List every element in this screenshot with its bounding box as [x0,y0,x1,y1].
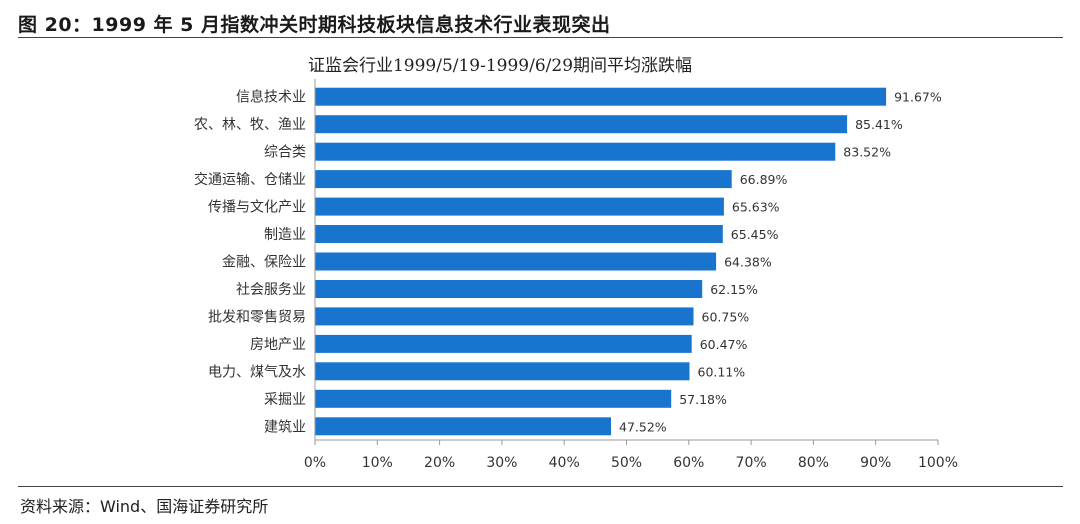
x-tick-label: 30% [486,455,517,471]
bar [315,334,692,353]
x-tick-label: 70% [736,455,767,471]
x-tick-label: 20% [424,455,455,471]
x-axis: 0% 10% 20% 30% 40% 50% 60% 70% 80% 90% 100% [304,79,958,471]
value-labels-group: 91.67% 85.41% 83.52% 66.89% 65.63% 65.45% 64.3… [619,90,942,435]
x-tick-label: 80% [798,455,829,471]
x-tick-label: 10% [362,455,393,471]
header-divider [18,37,1063,38]
bar [315,362,690,381]
bar [315,87,887,106]
figure-title: 图 20：1999 年 5 月指数冲关时期科技板块信息技术行业表现突出 [18,14,611,36]
category-label: 建筑业 [264,419,306,435]
data-label: 65.45% [731,227,779,242]
x-tick-label: 60% [673,455,704,471]
category-label: 传播与文化产业 [208,200,306,216]
data-label: 47.52% [619,419,667,434]
category-label: 电力、煤气及水 [208,364,306,380]
data-label: 60.75% [702,309,750,324]
category-label: 房地产业 [250,337,306,353]
bar [315,417,611,436]
figure-header: 图 20：1999 年 5 月指数冲关时期科技板块信息技术行业表现突出 [18,6,1063,36]
bar [315,307,694,326]
data-label: 64.38% [724,255,772,270]
x-tick-label: 0% [304,455,326,471]
category-label: 批发和零售贸易 [208,309,306,325]
data-label: 57.18% [679,392,727,407]
category-label: 社会服务业 [236,282,306,298]
data-label: 83.52% [843,145,891,160]
data-label: 91.67% [894,90,942,105]
bars-group [315,87,887,436]
category-labels-group: 信息技术业农、林、牧、渔业综合类交通运输、仓储业传播与文化产业制造业金融、保险业… [194,89,306,436]
x-tick-label: 100% [918,455,958,471]
category-label: 采掘业 [264,392,306,408]
source-note: 资料来源：Wind、国海证券研究所 [20,497,269,516]
bar [315,115,848,134]
bar [315,170,732,189]
category-label: 制造业 [264,227,306,243]
bar [315,252,717,271]
bar [315,389,672,408]
x-tick-label: 90% [860,455,891,471]
bar [315,280,703,298]
data-label: 60.11% [698,364,746,379]
category-label: 综合类 [264,145,306,161]
category-label: 农、林、牧、渔业 [194,117,306,133]
chart-title: 证监会行业1999/5/19-1999/6/29期间平均涨跌幅 [307,56,693,76]
data-label: 65.63% [732,200,780,215]
category-label: 金融、保险业 [222,255,306,271]
footer-divider [18,486,1063,487]
bar [315,197,724,216]
category-label: 信息技术业 [236,89,306,106]
data-label: 62.15% [710,282,758,297]
data-label: 60.47% [700,337,748,352]
bar [315,142,836,161]
x-tick-label: 40% [549,455,580,471]
data-label: 85.41% [855,117,903,132]
bar [315,225,723,243]
category-label: 交通运输、仓储业 [194,171,306,188]
data-label: 66.89% [740,172,788,187]
x-tick-label: 50% [611,455,642,471]
